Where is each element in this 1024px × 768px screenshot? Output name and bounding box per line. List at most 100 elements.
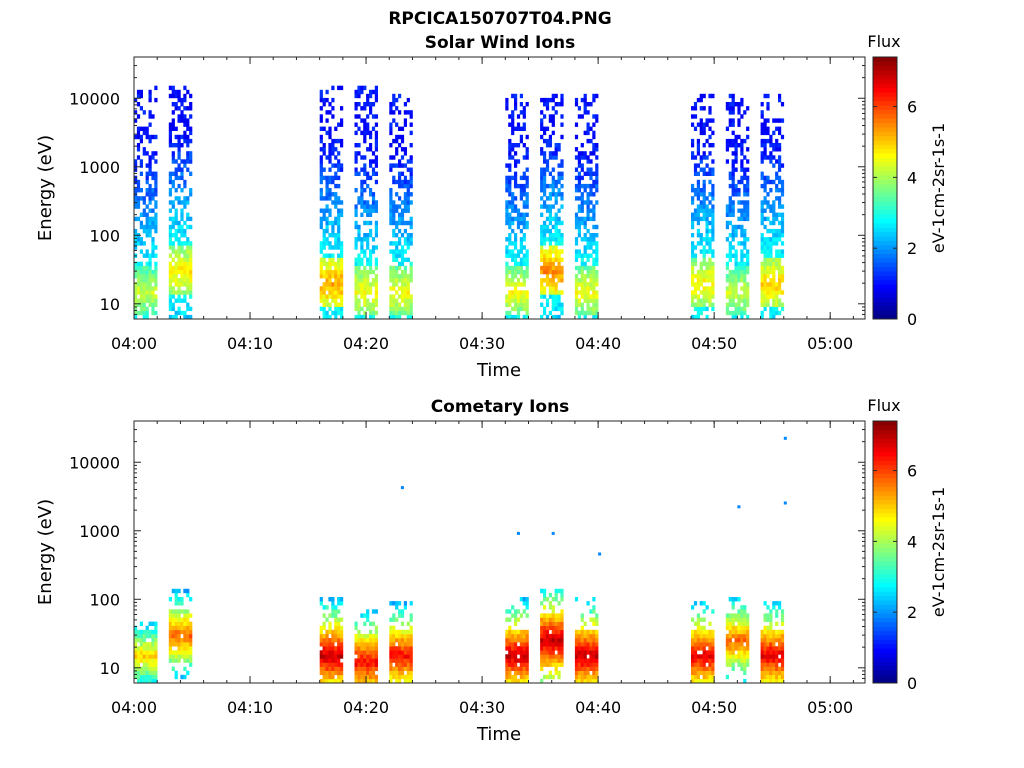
heatmap-cell (595, 200, 599, 205)
heatmap-cell (734, 286, 738, 291)
heatmap-cell (693, 314, 698, 320)
heatmap-cell (354, 257, 358, 262)
heatmap-cell (139, 666, 143, 671)
heatmap-cell (136, 633, 141, 639)
heatmap-cell (177, 265, 181, 271)
panel-title: Solar Wind Ions (425, 33, 576, 53)
heatmap-cell (583, 646, 587, 651)
heatmap-cell (693, 253, 698, 258)
heatmap-cell (691, 245, 695, 250)
heatmap-cell (337, 269, 341, 275)
heatmap-cell (505, 269, 509, 275)
heatmap-cell (508, 298, 512, 303)
heatmap-cell (778, 212, 782, 217)
heatmap-cell (148, 167, 152, 172)
heatmap-cell (699, 204, 703, 209)
heatmap-cell (357, 228, 361, 234)
heatmap-cell (374, 155, 378, 160)
heatmap-cell (328, 179, 332, 185)
heatmap-cell (354, 658, 358, 663)
heatmap-cell (180, 646, 184, 651)
heatmap-cell (763, 625, 767, 631)
heatmap-cell (186, 159, 190, 164)
heatmap-cell (586, 237, 590, 242)
colorbar-segment (873, 249, 897, 254)
heatmap-cell (702, 122, 706, 127)
heatmap-cell (374, 633, 378, 639)
heatmap-cell (168, 646, 172, 651)
heatmap-cell (392, 155, 396, 160)
heatmap-cell (171, 224, 175, 230)
heatmap-cell (183, 257, 187, 262)
heatmap-cell (189, 597, 193, 602)
heatmap-cell (711, 609, 715, 614)
heatmap-cell (540, 290, 544, 295)
heatmap-cell (548, 642, 552, 647)
heatmap-cell (139, 188, 143, 193)
heatmap-cell (769, 310, 773, 316)
heatmap-cell (174, 654, 178, 659)
heatmap-cell (691, 650, 695, 655)
heatmap-cell (340, 306, 344, 312)
heatmap-cell (392, 200, 396, 205)
heatmap-cell (325, 310, 329, 316)
heatmap-cell (337, 196, 341, 201)
heatmap-cell (592, 629, 596, 635)
heatmap-cell (583, 678, 587, 684)
heatmap-cell (142, 290, 146, 295)
heatmap-cell (514, 241, 518, 246)
heatmap-cell (545, 621, 550, 626)
heatmap-cell (328, 143, 332, 148)
heatmap-cell (746, 654, 750, 659)
heatmap-cell (371, 638, 376, 643)
heatmap-cell (340, 294, 344, 299)
heatmap-cell (142, 314, 146, 320)
heatmap-cell (731, 253, 735, 258)
heatmap-cell (780, 654, 785, 659)
heatmap-cell (331, 658, 335, 663)
heatmap-cell (180, 674, 184, 680)
heatmap-cell (763, 261, 767, 267)
x-tick-label: 04:50 (691, 334, 737, 353)
heatmap-cell (551, 192, 555, 197)
heatmap-cell (760, 678, 764, 684)
heatmap-cell (740, 633, 744, 639)
heatmap-cell (357, 114, 361, 119)
heatmap-cell (725, 646, 729, 651)
heatmap-cell (145, 286, 149, 291)
heatmap-cell (577, 265, 581, 271)
heatmap-cell (583, 314, 587, 320)
heatmap-cell (357, 269, 361, 275)
heatmap-cell (740, 650, 744, 655)
heatmap-cell (525, 224, 529, 230)
heatmap-cell (778, 126, 782, 131)
heatmap-cell (560, 662, 564, 667)
heatmap-cell (392, 233, 396, 238)
heatmap-cell (154, 282, 158, 287)
heatmap-cell (731, 601, 735, 606)
heatmap-cell (540, 638, 544, 643)
heatmap-cell (775, 629, 779, 635)
heatmap-cell (778, 196, 782, 201)
heatmap-cell (519, 629, 523, 635)
heatmap-cell (354, 642, 358, 647)
heatmap-cell (139, 163, 143, 168)
heatmap-cell (554, 625, 558, 631)
heatmap-cell (746, 134, 750, 140)
heatmap-cell (737, 294, 741, 299)
heatmap-cell (389, 216, 393, 222)
heatmap-cell (183, 274, 187, 279)
heatmap-cell (693, 102, 698, 107)
heatmap-cell (580, 286, 584, 291)
heatmap-cell (374, 678, 378, 684)
heatmap-cell (369, 269, 373, 275)
colorbar-segment (873, 530, 897, 536)
heatmap-cell (319, 662, 323, 667)
heatmap-cell (551, 633, 555, 639)
heatmap-cell (763, 274, 767, 279)
heatmap-cell (183, 629, 187, 635)
heatmap-cell (171, 638, 175, 643)
heatmap-cell (139, 249, 143, 254)
heatmap-cell (369, 204, 373, 209)
heatmap-cell (363, 662, 367, 667)
